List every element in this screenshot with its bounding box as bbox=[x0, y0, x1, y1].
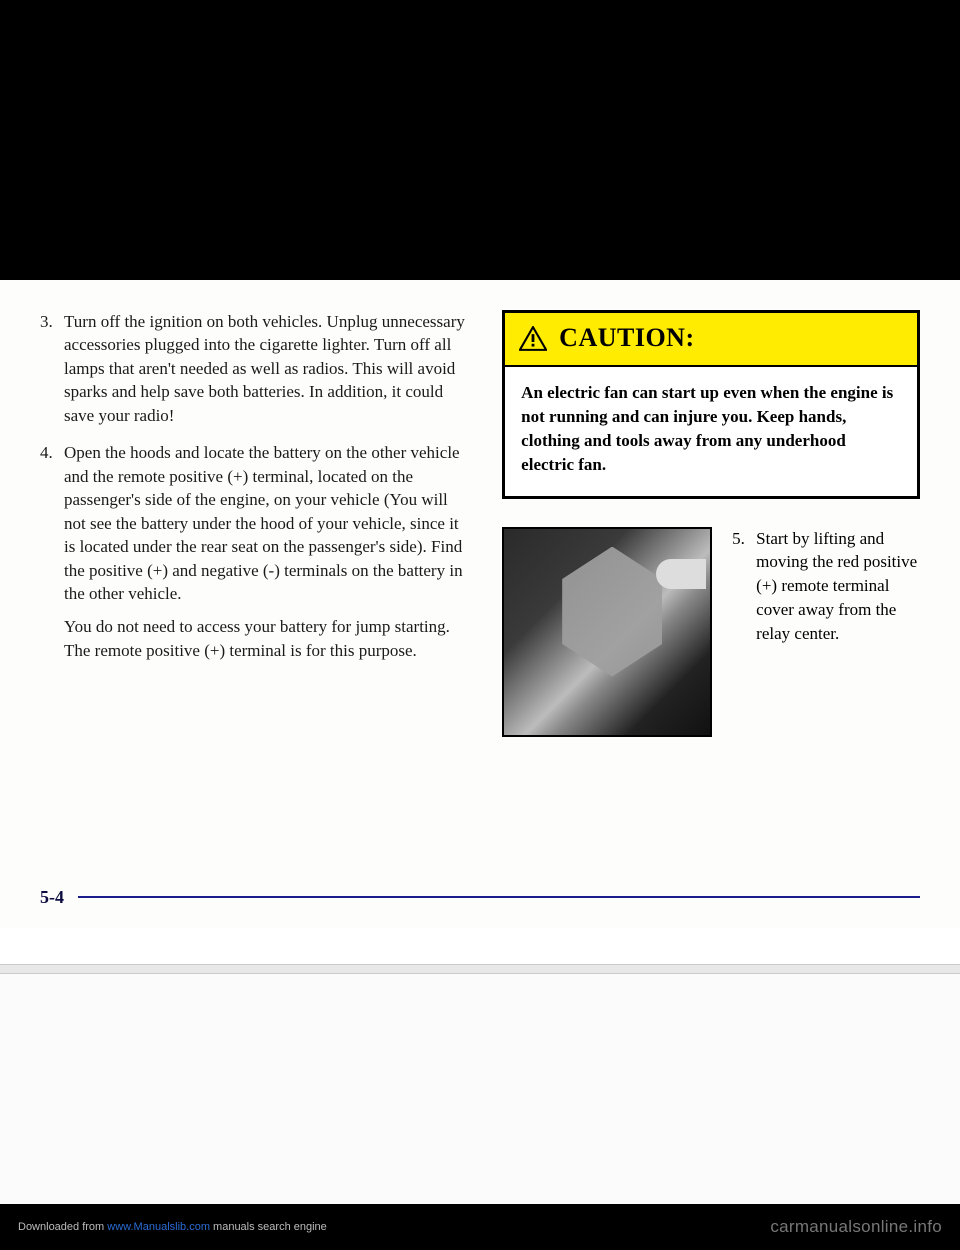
caution-box: CAUTION: An electric fan can start up ev… bbox=[502, 310, 920, 499]
page-footer: 5-4 bbox=[40, 887, 920, 908]
step-text: Turn off the ignition on both vehicles. … bbox=[64, 310, 466, 427]
footer-rule bbox=[78, 896, 920, 898]
page-number: 5-4 bbox=[40, 887, 64, 908]
step-number: 3. bbox=[40, 310, 64, 427]
warning-triangle-icon bbox=[519, 326, 547, 351]
caution-label: CAUTION: bbox=[559, 323, 694, 353]
step-5: 5. Start by lifting and moving the red p… bbox=[732, 527, 920, 646]
lower-white-gap bbox=[0, 974, 960, 1204]
instruction-list-left: 3. Turn off the ignition on both vehicle… bbox=[40, 310, 466, 662]
watermark-text: carmanualsonline.info bbox=[770, 1217, 942, 1237]
step-text: Open the hoods and locate the battery on… bbox=[64, 441, 466, 662]
step-number: 5. bbox=[732, 527, 756, 646]
step-4-main: Open the hoods and locate the battery on… bbox=[64, 443, 463, 603]
caution-body-text: An electric fan can start up even when t… bbox=[505, 367, 917, 496]
bottom-bar: Downloaded from www.Manualslib.com manua… bbox=[0, 1204, 960, 1250]
download-source-text: Downloaded from www.Manualslib.com manua… bbox=[18, 1221, 327, 1233]
caution-header: CAUTION: bbox=[505, 313, 917, 367]
step-number: 4. bbox=[40, 441, 64, 662]
step-5-text: Start by lifting and moving the red posi… bbox=[756, 527, 920, 646]
step-4: 4. Open the hoods and locate the battery… bbox=[40, 441, 466, 662]
step-5-row: 5. Start by lifting and moving the red p… bbox=[502, 527, 920, 737]
photo-hand-shape bbox=[656, 559, 706, 589]
step-3: 3. Turn off the ignition on both vehicle… bbox=[40, 310, 466, 427]
photo-cover-shape bbox=[562, 547, 662, 677]
left-column: 3. Turn off the ignition on both vehicle… bbox=[40, 310, 466, 737]
dl-suffix: manuals search engine bbox=[210, 1221, 327, 1233]
two-column-layout: 3. Turn off the ignition on both vehicle… bbox=[40, 310, 920, 737]
dl-prefix: Downloaded from bbox=[18, 1221, 107, 1233]
dl-link[interactable]: www.Manualslib.com bbox=[107, 1221, 210, 1233]
right-column: CAUTION: An electric fan can start up ev… bbox=[502, 310, 920, 737]
top-black-margin bbox=[0, 0, 960, 280]
page: 3. Turn off the ignition on both vehicle… bbox=[0, 0, 960, 1250]
terminal-cover-photo bbox=[502, 527, 712, 737]
scan-divider-strip bbox=[0, 964, 960, 974]
page-body: 3. Turn off the ignition on both vehicle… bbox=[0, 280, 960, 928]
step-4-sub: You do not need to access your battery f… bbox=[64, 615, 466, 662]
